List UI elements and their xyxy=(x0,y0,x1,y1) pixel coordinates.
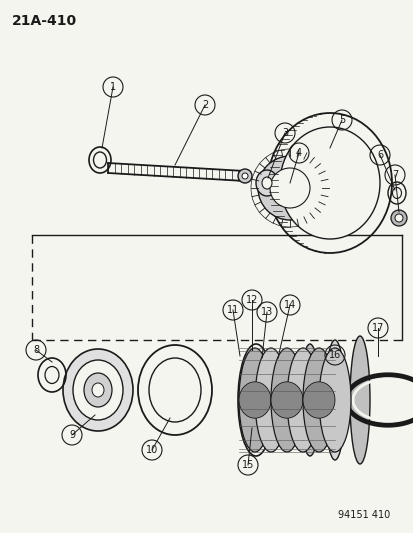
Text: 3: 3 xyxy=(281,128,287,138)
Ellipse shape xyxy=(302,348,334,452)
Circle shape xyxy=(242,173,247,179)
Text: 21A-410: 21A-410 xyxy=(12,14,77,28)
Text: 12: 12 xyxy=(245,295,258,305)
Ellipse shape xyxy=(261,177,271,189)
Ellipse shape xyxy=(63,349,133,431)
Circle shape xyxy=(394,214,402,222)
Text: 13: 13 xyxy=(260,307,273,317)
Circle shape xyxy=(269,168,309,208)
Ellipse shape xyxy=(318,348,350,452)
Text: 1: 1 xyxy=(110,82,116,92)
Ellipse shape xyxy=(324,340,344,460)
Text: 2: 2 xyxy=(202,100,208,110)
Ellipse shape xyxy=(267,113,391,253)
Circle shape xyxy=(257,156,321,220)
Ellipse shape xyxy=(286,348,318,452)
Text: 14: 14 xyxy=(283,300,295,310)
Ellipse shape xyxy=(279,127,379,239)
Text: 5: 5 xyxy=(338,115,344,125)
Text: 16: 16 xyxy=(328,350,340,360)
Circle shape xyxy=(237,169,252,183)
Text: 9: 9 xyxy=(69,430,75,440)
Ellipse shape xyxy=(238,348,271,452)
Ellipse shape xyxy=(238,382,271,418)
Text: 4: 4 xyxy=(295,148,301,158)
Text: 7: 7 xyxy=(391,170,397,180)
Ellipse shape xyxy=(349,336,369,464)
Ellipse shape xyxy=(302,382,334,418)
Text: 8: 8 xyxy=(33,345,39,355)
Ellipse shape xyxy=(271,382,302,418)
Circle shape xyxy=(390,210,406,226)
Text: 17: 17 xyxy=(371,323,383,333)
Ellipse shape xyxy=(254,348,286,452)
Ellipse shape xyxy=(299,344,319,456)
Ellipse shape xyxy=(84,373,112,407)
Text: 15: 15 xyxy=(241,460,254,470)
Ellipse shape xyxy=(271,348,302,452)
Ellipse shape xyxy=(73,360,123,420)
Text: 6: 6 xyxy=(376,150,382,160)
Text: 10: 10 xyxy=(145,445,158,455)
Ellipse shape xyxy=(255,170,277,196)
Ellipse shape xyxy=(92,383,104,397)
Text: 94151 410: 94151 410 xyxy=(337,510,389,520)
Text: 11: 11 xyxy=(226,305,239,315)
